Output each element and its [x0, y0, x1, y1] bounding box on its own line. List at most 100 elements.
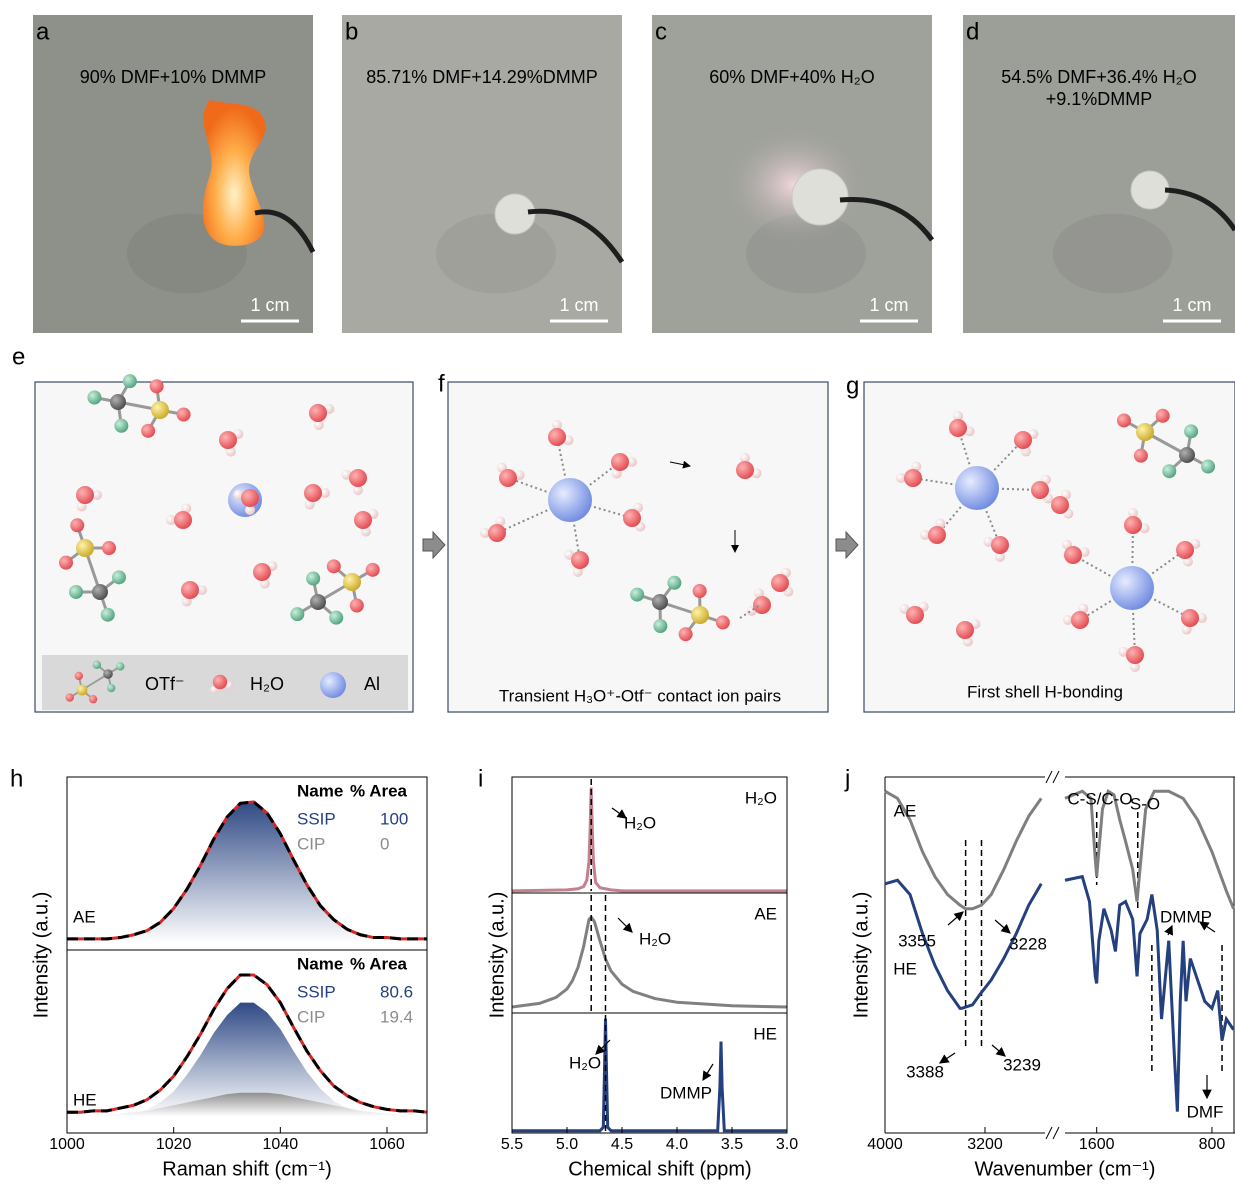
- atom-o: [693, 584, 707, 598]
- atom-al: [955, 466, 999, 510]
- x-tick-label: 4.5: [611, 1136, 633, 1153]
- atom-c: [652, 594, 668, 610]
- shadow: [436, 214, 556, 294]
- caption: Transient H₃O⁺-Otf⁻ contact ion pairs: [499, 686, 781, 705]
- atom-o: [716, 615, 730, 629]
- atom-c: [103, 669, 113, 679]
- area: [67, 802, 427, 943]
- atom-o: [89, 695, 97, 703]
- atom-o: [623, 509, 641, 527]
- atom-o: [219, 431, 237, 449]
- x-tick-label: 1020: [156, 1136, 192, 1153]
- atom-o: [349, 469, 367, 487]
- x-tick-label: 1600: [1079, 1136, 1115, 1153]
- atom-f: [116, 662, 124, 670]
- atom-o: [309, 404, 327, 422]
- legend-value: 19.4: [380, 1007, 413, 1026]
- atom-f: [1162, 464, 1176, 478]
- x-tick-label: 3.0: [776, 1136, 798, 1153]
- axis-break: [1053, 771, 1059, 783]
- annotation: H₂O: [569, 1053, 601, 1072]
- caption: 60% DMF+40% H₂O: [709, 67, 875, 87]
- atom-o: [1126, 646, 1144, 664]
- arrow: [940, 1053, 955, 1063]
- atom-o: [76, 486, 94, 504]
- atom-f: [123, 374, 137, 388]
- x-tick-label: 4.0: [666, 1136, 688, 1153]
- spectrum: [512, 1019, 787, 1131]
- atom-o: [1124, 516, 1142, 534]
- atom-al: [320, 672, 346, 698]
- arrow: [596, 1040, 610, 1054]
- caption: 85.71% DMF+14.29%DMMP: [366, 67, 598, 87]
- flow-arrow: [423, 532, 445, 558]
- atom-c: [110, 394, 126, 410]
- arrow: [703, 1064, 713, 1080]
- atom-o: [1071, 611, 1089, 629]
- caption: 90% DMF+10% DMMP: [80, 67, 267, 87]
- peak-label: 3355: [898, 931, 936, 950]
- atom-s: [691, 606, 709, 624]
- atom-o: [181, 581, 199, 599]
- atom-o: [736, 461, 754, 479]
- subplot-label: AE: [73, 907, 96, 926]
- atom-f: [112, 570, 126, 584]
- table-header: % Area: [350, 781, 408, 800]
- caption: First shell H-bonding: [967, 682, 1123, 701]
- atom-s: [151, 401, 169, 419]
- legend-value: 80.6: [380, 982, 413, 1001]
- annotation: S-O: [1130, 794, 1160, 813]
- panel-label: d: [966, 18, 979, 45]
- series-label: HE: [893, 959, 917, 978]
- atom-o: [70, 518, 84, 532]
- annotation: DMF: [1187, 1102, 1224, 1121]
- legend-label: CIP: [297, 1007, 325, 1026]
- atom-o: [956, 621, 974, 639]
- legend-value: 0: [380, 834, 389, 853]
- atom-o: [949, 419, 967, 437]
- axis-break: [1046, 771, 1052, 783]
- atom-o: [354, 511, 372, 529]
- atom-o: [1181, 609, 1199, 627]
- arrow: [618, 918, 632, 932]
- panel-label: j: [844, 765, 850, 792]
- atom-o: [327, 559, 341, 573]
- atom-o: [304, 484, 322, 502]
- atom-c: [92, 584, 108, 600]
- subplot-label: AE: [754, 904, 777, 923]
- panel-label: a: [36, 18, 50, 45]
- panel-label: c: [655, 18, 667, 45]
- atom-o: [1051, 496, 1069, 514]
- axis-break: [1053, 1127, 1059, 1139]
- scale-label: 1 cm: [559, 295, 598, 315]
- atom-al: [548, 478, 592, 522]
- x-tick-label: 1060: [369, 1136, 405, 1153]
- peak-label: 3388: [906, 1062, 944, 1081]
- figure: a 90% DMF+10% DMMP 1 cm b 85.71% DMF+14.29%D…: [0, 0, 1235, 1184]
- arrow: [948, 912, 963, 925]
- atom-o: [1134, 449, 1148, 463]
- x-tick-label: 3.5: [721, 1136, 743, 1153]
- atom-o: [141, 424, 155, 438]
- annotation: C-S/C-O: [1067, 789, 1132, 808]
- table-header: Name: [297, 781, 343, 800]
- atom-f: [87, 391, 101, 405]
- arrow: [1168, 926, 1172, 935]
- caption: +9.1%DMMP: [1046, 89, 1153, 109]
- x-tick-label: 1000: [49, 1136, 85, 1153]
- legend-label: SSIP: [297, 982, 336, 1001]
- atom-s: [77, 685, 88, 696]
- atom-f: [101, 608, 115, 622]
- atom-o: [177, 407, 191, 421]
- atom-o: [571, 551, 589, 569]
- atom-f: [290, 607, 304, 621]
- atom-f: [107, 684, 115, 692]
- page: {"photos":[ {"label":"a","caption":["90%…: [0, 0, 1235, 1189]
- x-tick-label: 5.5: [501, 1136, 523, 1153]
- subplot-label: H₂O: [745, 788, 777, 807]
- atom-o: [241, 489, 259, 507]
- panel-label: b: [345, 18, 358, 45]
- atom-f: [93, 661, 101, 669]
- arrow: [992, 1045, 1005, 1056]
- atom-c: [1179, 447, 1195, 463]
